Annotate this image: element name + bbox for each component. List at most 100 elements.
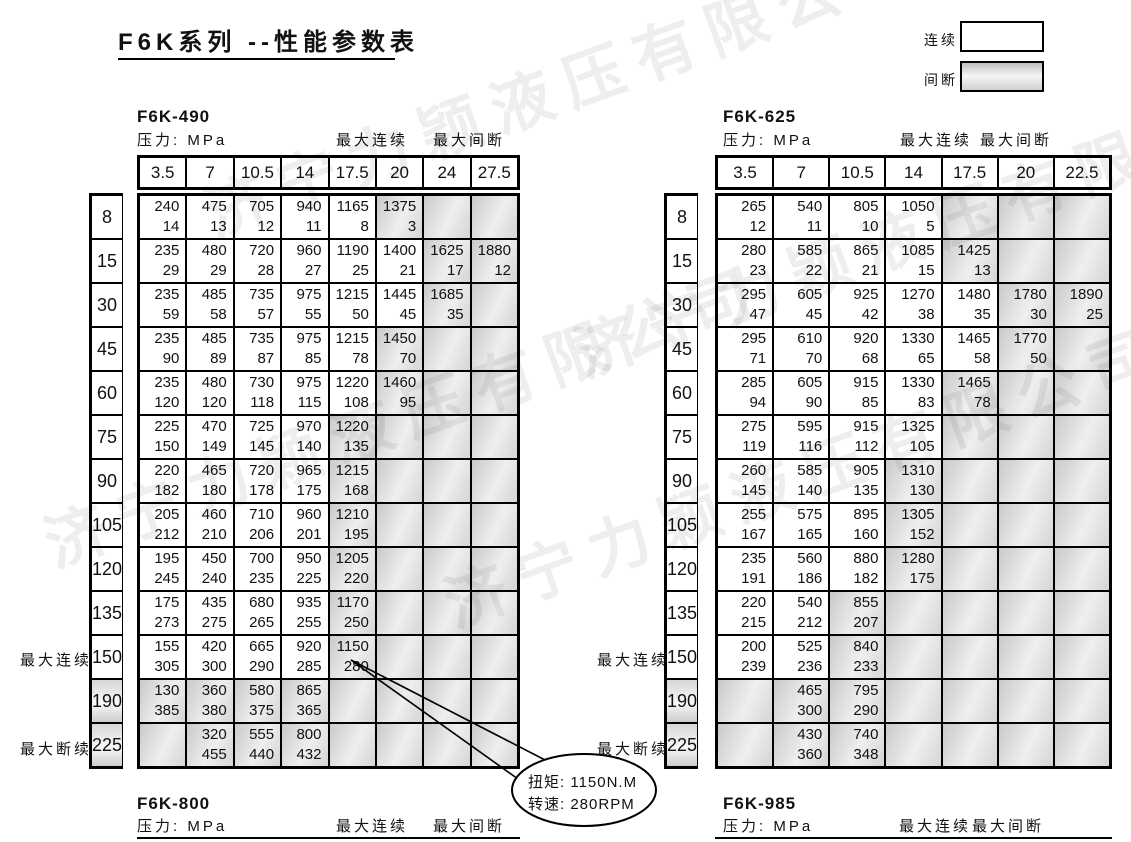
data-cell: 710 206	[233, 503, 282, 547]
data-cell	[470, 195, 518, 239]
data-cell: 950 225	[281, 547, 329, 591]
torque-value: 795	[853, 682, 879, 699]
torque-value: 975	[296, 374, 322, 391]
data-cell: 205 212	[139, 503, 187, 547]
torque-value: 430	[797, 726, 823, 743]
speed-value: 68	[861, 350, 879, 367]
torque-value: 1890	[1069, 286, 1103, 303]
data-cell	[423, 371, 471, 415]
speed-row-header: 225	[666, 723, 699, 767]
speed-value: 35	[446, 306, 464, 323]
torque-value: 1400	[382, 242, 417, 259]
data-cell: 1280 175	[885, 547, 942, 591]
data-cell	[423, 415, 471, 459]
data-cell: 235 90	[139, 327, 187, 371]
data-cell: 730 118	[233, 371, 282, 415]
data-cell	[470, 371, 518, 415]
pressure-column-header: 7	[186, 157, 234, 188]
pressure-unit-label: 压力: MPa	[723, 132, 814, 149]
speed-value: 212	[154, 526, 180, 543]
data-cell: 855 207	[829, 591, 886, 635]
data-cell	[997, 591, 1054, 635]
torque-value: 235	[154, 374, 180, 391]
speed-value: 89	[210, 350, 227, 367]
data-cell	[375, 459, 424, 503]
torque-value: 1215	[335, 330, 369, 347]
data-cell: 720 178	[233, 459, 282, 503]
speed-value: 168	[343, 482, 369, 499]
data-cell: 800 432	[281, 723, 329, 767]
speed-value: 50	[1030, 350, 1047, 367]
data-cell	[423, 635, 471, 679]
torque-value: 465	[797, 682, 823, 699]
speed-value: 225	[296, 570, 322, 587]
torque-value: 895	[853, 506, 879, 523]
data-cell: 1685 35	[423, 283, 471, 327]
data-cell: 725 145	[233, 415, 282, 459]
data-cell: 255 167	[717, 503, 774, 547]
torque-value: 540	[797, 594, 823, 611]
data-cell: 235 59	[139, 283, 187, 327]
torque-value: 470	[201, 418, 227, 435]
callout-torque-value: 扭矩: 1150N.M	[528, 774, 638, 791]
speed-value: 130	[909, 482, 935, 499]
speed-value: 21	[861, 262, 879, 279]
speed-value: 440	[249, 746, 275, 763]
data-cell: 1270 38	[885, 283, 942, 327]
data-cell: 735 57	[233, 283, 282, 327]
data-cell: 430 360	[773, 723, 830, 767]
side-max-intermittent-label: 最大断续	[597, 741, 670, 758]
data-cell	[328, 679, 376, 723]
data-cell: 1330 83	[885, 371, 942, 415]
side-max-continuous-label: 最大连续	[597, 652, 670, 669]
data-cell	[941, 415, 998, 459]
legend-continuous-swatch	[960, 21, 1044, 52]
torque-value: 480	[201, 242, 227, 259]
speed-value: 348	[853, 746, 879, 763]
torque-value: 1165	[336, 198, 369, 215]
data-cell: 575 165	[773, 503, 830, 547]
torque-value: 1425	[957, 242, 991, 259]
data-cell: 540 11	[773, 195, 830, 239]
data-cell: 805 10	[829, 195, 886, 239]
data-cell	[328, 723, 376, 767]
speed-value: 145	[249, 438, 275, 455]
torque-value: 880	[853, 550, 879, 567]
speed-value: 191	[741, 570, 767, 587]
torque-value: 1770	[1013, 330, 1047, 347]
pressure-column-header: 22.5	[1053, 157, 1110, 188]
legend-continuous-label: 连续	[924, 32, 958, 48]
speed-row-header: 90	[666, 459, 699, 503]
data-cell: 965 175	[281, 459, 329, 503]
torque-value: 1170	[336, 594, 369, 611]
speed-value: 239	[741, 658, 767, 675]
data-cell: 1050 5	[885, 195, 942, 239]
data-cell	[1053, 239, 1110, 283]
speed-row-header: 105	[91, 503, 124, 547]
data-cell: 1190 25	[328, 239, 376, 283]
speed-header-column-f6k-625: 8 15 30 45 60 75 90 105 120 135 150 190 225	[664, 193, 699, 769]
torque-value: 920	[296, 638, 322, 655]
torque-value: 360	[201, 682, 227, 699]
table-title-f6k-800: F6K-800	[137, 794, 211, 813]
torque-value: 1205	[335, 550, 369, 567]
torque-value: 275	[741, 418, 767, 435]
speed-value: 35	[974, 306, 991, 323]
data-cell: 175 273	[139, 591, 187, 635]
speed-row-header: 120	[666, 547, 699, 591]
data-cell	[941, 195, 998, 239]
data-cell: 235 29	[139, 239, 187, 283]
data-cell: 605 90	[773, 371, 830, 415]
torque-value: 700	[249, 550, 275, 567]
data-cell: 260 145	[717, 459, 774, 503]
data-cell: 610 70	[773, 327, 830, 371]
data-cell: 960 201	[281, 503, 329, 547]
speed-value: 365	[296, 702, 322, 719]
speed-row-header: 15	[666, 239, 699, 283]
data-cell	[1053, 327, 1110, 371]
torque-value: 485	[201, 286, 227, 303]
speed-value: 236	[797, 658, 823, 675]
data-cell: 940 11	[281, 195, 329, 239]
data-cell	[997, 635, 1054, 679]
